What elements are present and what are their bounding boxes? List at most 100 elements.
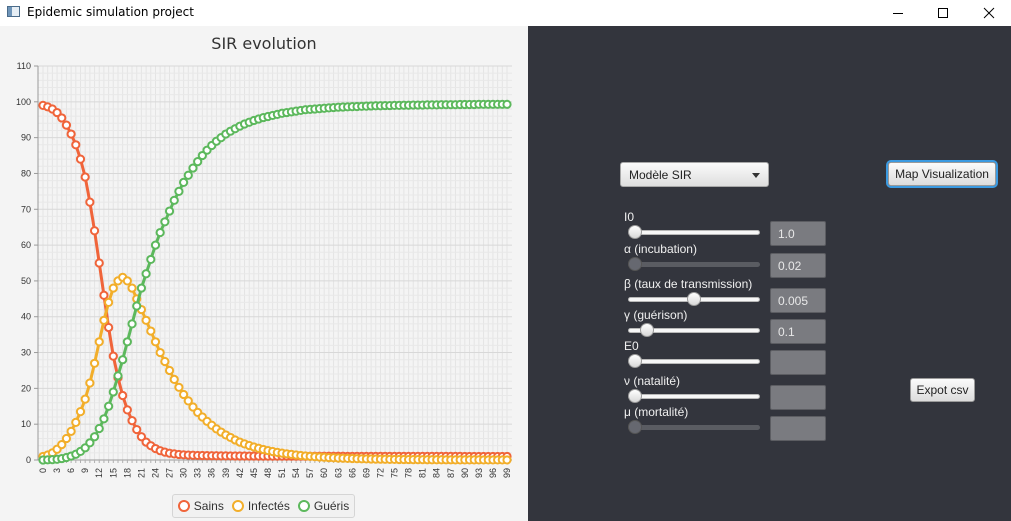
map-visualization-button[interactable]: Map Visualization (888, 162, 996, 186)
data-point (89, 226, 100, 236)
x-tick-label: 60 (319, 468, 329, 478)
export-csv-button[interactable]: Expot csv (910, 378, 975, 402)
slider-thumb[interactable] (628, 389, 642, 403)
data-point (155, 347, 165, 358)
data-point (108, 387, 118, 397)
legend-symbol-icon (231, 500, 244, 512)
data-point (80, 394, 90, 404)
x-tick-label: 66 (347, 468, 357, 478)
slider-nu[interactable] (628, 389, 760, 405)
data-point (89, 358, 100, 368)
close-button[interactable] (966, 0, 1011, 26)
slider-thumb[interactable] (628, 225, 642, 239)
slider-gamma[interactable] (628, 323, 760, 339)
slider-e0[interactable] (628, 354, 760, 370)
field-e0[interactable] (770, 350, 826, 375)
field-i0[interactable]: 1.0 (770, 221, 826, 246)
legend-item-infectes: Infectés (231, 499, 290, 513)
field-mu (770, 416, 826, 441)
data-point (141, 315, 151, 325)
field-nu[interactable] (770, 385, 826, 410)
slider-thumb (628, 257, 642, 271)
model-select-value: Modèle SIR (629, 168, 692, 182)
x-tick-label: 69 (361, 468, 371, 478)
x-tick-label: 48 (263, 468, 273, 478)
data-point (104, 401, 114, 411)
x-tick-label: 78 (404, 468, 414, 478)
window-title: Epidemic simulation project (27, 5, 194, 19)
data-point (89, 432, 100, 442)
data-point (127, 283, 137, 293)
series-Infectés (38, 272, 512, 465)
data-point (127, 319, 137, 329)
data-point (146, 326, 156, 336)
data-point (160, 217, 170, 227)
y-tick-label: 110 (17, 61, 31, 71)
field-beta[interactable]: 0.005 (770, 288, 826, 313)
x-tick-label: 18 (122, 468, 132, 478)
data-point (179, 177, 189, 188)
data-point (75, 154, 86, 164)
x-tick-label: 45 (249, 468, 259, 478)
x-tick-label: 57 (305, 468, 315, 478)
x-tick-label: 54 (291, 468, 301, 478)
slider-thumb[interactable] (687, 292, 701, 306)
x-tick-label: 75 (390, 468, 400, 478)
slider-thumb[interactable] (639, 323, 654, 337)
param-label-i0: I0 (624, 210, 635, 224)
x-tick-label: 93 (474, 468, 484, 478)
horizontal-gridlines (38, 65, 512, 461)
x-tick-label: 90 (460, 468, 470, 478)
data-point (118, 390, 128, 401)
x-tick-label: 30 (179, 468, 189, 478)
legend-symbol-icon (177, 500, 190, 512)
data-point (174, 382, 184, 392)
minimize-button[interactable] (875, 0, 920, 26)
data-point (80, 172, 90, 182)
field-gamma[interactable]: 0.1 (770, 319, 826, 344)
data-point (94, 423, 104, 434)
model-select[interactable]: Modèle SIR (620, 162, 769, 187)
legend-symbol-icon (297, 500, 310, 512)
data-point (85, 378, 95, 388)
slider-i0[interactable] (628, 225, 760, 241)
data-point (502, 455, 512, 465)
data-point (164, 365, 175, 376)
y-tick-label: 50 (21, 276, 31, 286)
y-tick-label: 60 (21, 240, 31, 250)
data-point (160, 356, 170, 367)
slider-thumb (628, 420, 642, 434)
data-point (99, 414, 109, 424)
x-tick-label: 6 (66, 468, 76, 473)
y-tick-label: 0 (26, 455, 31, 465)
data-point (193, 157, 203, 167)
x-tick-label: 51 (277, 468, 287, 478)
data-point (169, 374, 179, 385)
x-tick-label: 96 (488, 468, 498, 478)
maximize-button[interactable] (920, 0, 965, 26)
data-point (183, 170, 193, 180)
data-point (57, 113, 67, 123)
data-point (127, 416, 137, 426)
legend-item-gueris: Guéris (297, 499, 349, 513)
x-tick-label: 81 (418, 468, 428, 478)
data-point (94, 337, 104, 347)
chart-legend: Sains Infectés Guéris (172, 494, 355, 518)
x-tick-label: 27 (165, 468, 175, 478)
slider-thumb[interactable] (628, 354, 642, 368)
y-tick-label: 70 (21, 204, 31, 214)
data-point (104, 322, 114, 333)
y-tick-label: 20 (21, 383, 31, 393)
x-tick-label: 42 (235, 468, 245, 478)
data-point (122, 405, 132, 415)
x-tick-label: 99 (502, 468, 512, 478)
slider-beta[interactable] (628, 292, 760, 308)
param-label-nu: ν (natalité) (624, 374, 681, 388)
data-point (94, 258, 104, 268)
y-tick-label: 30 (21, 348, 31, 358)
x-tick-label: 63 (333, 468, 343, 478)
data-point (164, 206, 175, 216)
y-tick-label: 100 (16, 97, 31, 107)
vertical-gridlines (42, 66, 508, 460)
